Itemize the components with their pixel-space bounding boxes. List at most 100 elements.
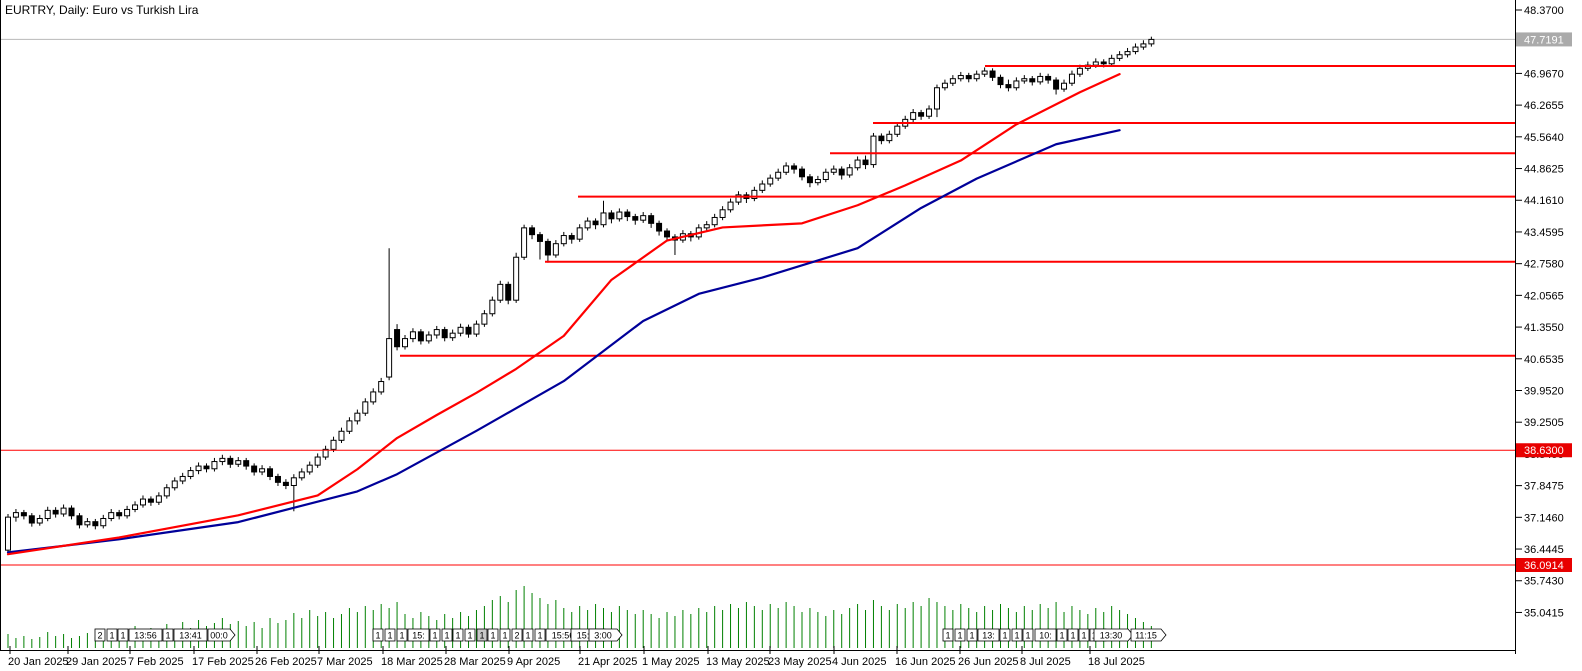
candle-bull [386,338,393,378]
event-tag[interactable] [499,628,511,642]
candle-bull [187,470,194,477]
date-axis-label: 7 Feb 2025 [128,656,184,668]
date-axis-label: 13 May 2025 [706,656,770,668]
candle-bear [282,481,289,487]
event-tag[interactable] [1130,628,1167,642]
event-markers[interactable]: 2 1 1 13:56 1 13:41 00:0 1 1 1 15: 1 1 1 1 1 1 1 2 1 1 15:56 1… [94,628,1167,642]
candle-bull [560,235,567,245]
event-tag[interactable] [1093,628,1134,642]
event-tag[interactable] [966,628,978,642]
candle-bear [965,75,972,80]
candle-bull [259,468,266,473]
event-tag[interactable] [106,628,118,642]
event-tag[interactable] [522,628,534,642]
event-tag-label: 1 [467,631,472,641]
event-tag[interactable] [1011,628,1023,642]
event-tag[interactable] [162,628,174,642]
price-axis-label: 39.9520 [1524,385,1564,397]
candle-bull [1013,80,1020,89]
price-axis-label: 40.6535 [1524,354,1564,366]
candle-bear [92,521,99,527]
event-tag-label: 1 [945,631,950,641]
candle-bear [664,230,671,238]
date-axis-label: 8 Jul 2025 [1020,656,1071,668]
event-tag[interactable] [977,628,1000,642]
candle-bull [338,430,345,441]
event-tag[interactable] [117,628,129,642]
price-axis-label: 48.3700 [1524,5,1564,17]
candle-bull [1021,78,1028,82]
price-axis-label: 42.7580 [1524,259,1564,271]
event-tag[interactable] [372,628,384,642]
candle-bull [973,73,980,80]
event-tag[interactable] [1034,628,1057,642]
candle-bull [5,516,11,551]
date-axis-label: 28 Mar 2025 [444,656,506,668]
event-tag[interactable] [1078,628,1090,642]
candle-bull [44,509,51,520]
current-price-label-bg [1516,32,1572,47]
event-tag[interactable] [441,628,453,642]
event-tag[interactable] [207,628,236,642]
event-tag[interactable] [588,628,623,642]
candle-bull [584,220,591,229]
candle-bear [76,515,83,526]
event-tag[interactable] [476,628,488,642]
event-tag[interactable] [487,628,499,642]
candle-bull [957,75,964,80]
event-tag[interactable] [942,628,954,642]
candle-bull [60,507,67,515]
date-axis-label: 18 Jul 2025 [1088,656,1145,668]
event-tag[interactable] [452,628,464,642]
resistance-lines[interactable] [0,65,1515,566]
candle-bear [465,326,472,335]
candle-bull [179,475,186,482]
price-axis-label: 39.2505 [1524,417,1564,429]
event-tag[interactable] [1067,628,1079,642]
price-axis-label: 43.4595 [1524,227,1564,239]
candle-bull [552,243,559,256]
event-tag[interactable] [1022,628,1034,642]
candle-bull [84,521,91,526]
candle-bear [1029,78,1036,83]
candle-bear [624,211,631,218]
candle-bear [656,222,663,232]
price-axis-label: 44.1610 [1524,195,1564,207]
candle-bear [203,465,210,470]
event-tag[interactable] [407,628,430,642]
event-tag[interactable] [464,628,476,642]
candle-bull [163,487,170,497]
candle-bull [640,215,647,221]
candle-bear [544,240,551,256]
event-tag[interactable] [173,628,208,642]
level-label-bg [1516,443,1572,458]
price-axis[interactable]: 48.3700 46.9670 46.2655 45.5640 44.8625 44.16… [1516,5,1572,619]
candle-bull [814,179,821,184]
event-tag-label: 1 [1002,631,1007,641]
candle-bull [1037,75,1044,83]
event-tag[interactable] [1056,628,1068,642]
event-tag[interactable] [429,628,441,642]
candle-bear [1045,75,1052,81]
event-tag-label: 1 [502,631,507,641]
candle-bull [108,512,115,520]
candle-bear [251,465,258,473]
event-tag[interactable] [384,628,396,642]
candle-bull [822,171,829,181]
candle-bear [878,135,885,142]
price-axis-label: 42.0565 [1524,290,1564,302]
event-tag[interactable] [396,628,408,642]
event-tag[interactable] [511,628,523,642]
event-tag[interactable] [954,628,966,642]
candle-bull [171,480,178,489]
event-tag[interactable] [999,628,1011,642]
level-label-bg [1516,557,1572,572]
event-tag[interactable] [128,628,163,642]
event-tag[interactable] [534,628,546,642]
event-tag[interactable] [94,628,106,642]
date-axis-label: 18 Mar 2025 [381,656,443,668]
candle-bull [933,87,940,110]
candle-bear [592,220,599,226]
